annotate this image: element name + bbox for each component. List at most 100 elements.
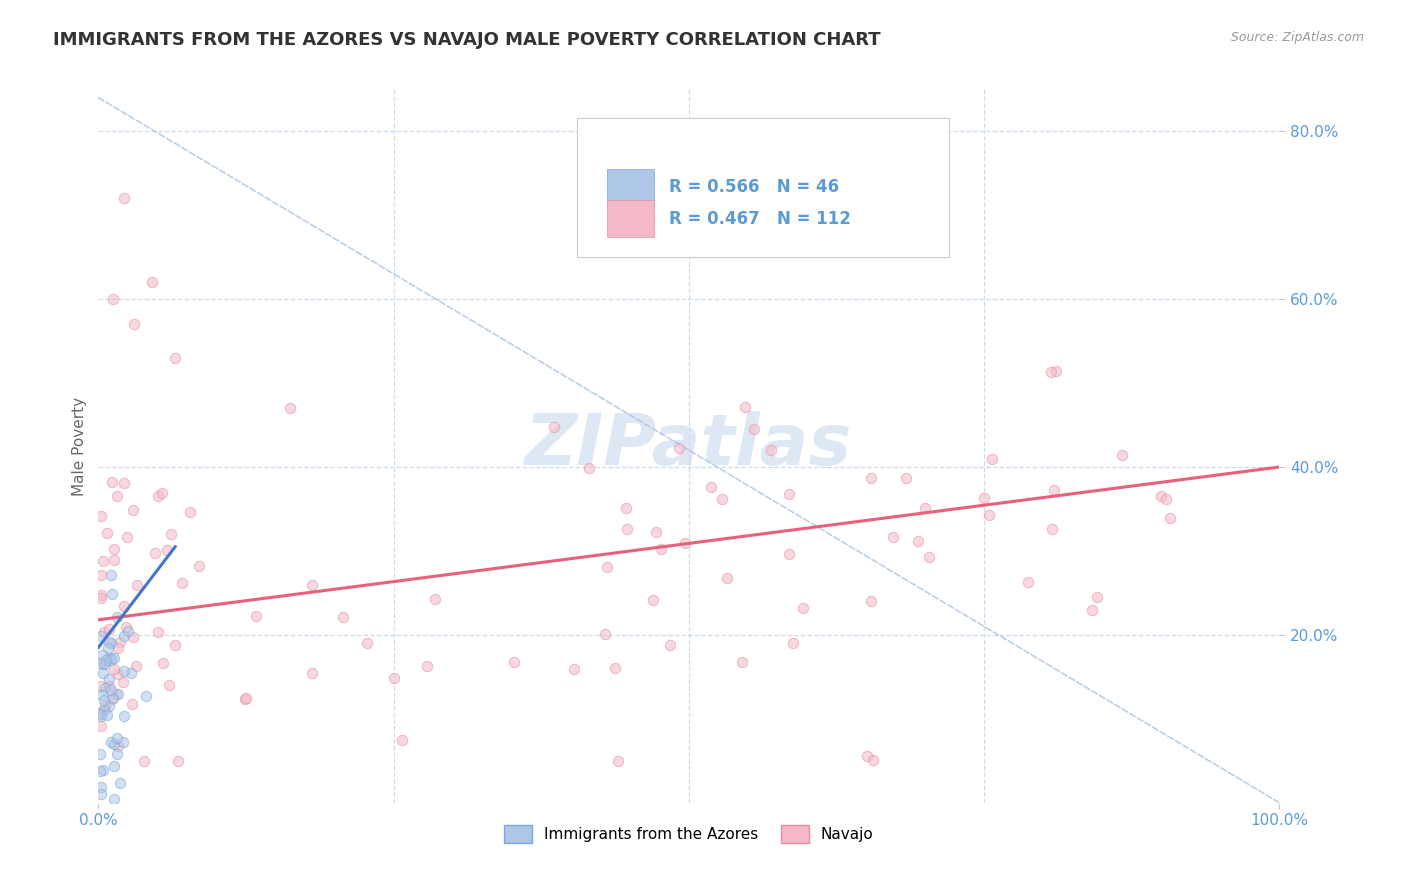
Point <box>122 502 145 516</box>
Point <box>860 471 883 485</box>
Point <box>157 678 180 692</box>
Point <box>97 623 120 637</box>
Point <box>148 489 170 503</box>
Point <box>179 505 201 519</box>
Point <box>105 610 128 624</box>
Point <box>115 620 138 634</box>
Point <box>778 487 800 501</box>
Point <box>503 655 526 669</box>
Point <box>160 527 183 541</box>
Point <box>96 708 118 723</box>
Point <box>1045 364 1067 378</box>
Point <box>710 491 733 506</box>
Y-axis label: Male Poverty: Male Poverty <box>72 396 87 496</box>
Point <box>103 553 125 567</box>
Point <box>91 763 114 777</box>
Point <box>166 754 188 768</box>
Point <box>97 640 120 655</box>
Point <box>90 787 112 801</box>
Point <box>90 709 112 723</box>
Point <box>855 749 877 764</box>
Point <box>112 709 135 723</box>
Point <box>101 690 124 705</box>
Point <box>100 682 122 697</box>
FancyBboxPatch shape <box>607 200 654 237</box>
Point <box>644 524 666 539</box>
Text: ZIPatlas: ZIPatlas <box>526 411 852 481</box>
Point <box>301 577 323 591</box>
Point <box>578 461 600 475</box>
Point <box>595 626 617 640</box>
Point <box>90 688 112 702</box>
Point <box>673 536 696 550</box>
Point <box>101 292 124 306</box>
Point <box>90 587 112 601</box>
Point <box>89 747 111 761</box>
Point <box>1043 483 1066 498</box>
Point <box>356 636 378 650</box>
Point <box>112 599 135 614</box>
Point <box>100 651 122 665</box>
Point <box>120 665 142 680</box>
Point <box>105 747 128 761</box>
Point <box>596 560 619 574</box>
Point <box>105 731 128 745</box>
Point <box>89 656 111 670</box>
Point <box>1111 448 1133 462</box>
Point <box>165 638 187 652</box>
Text: R = 0.467   N = 112: R = 0.467 N = 112 <box>669 210 851 227</box>
Text: IMMIGRANTS FROM THE AZORES VS NAVAJO MALE POVERTY CORRELATION CHART: IMMIGRANTS FROM THE AZORES VS NAVAJO MAL… <box>53 31 882 49</box>
Point <box>108 635 131 649</box>
Point <box>143 546 166 560</box>
Legend: Immigrants from the Azores, Navajo: Immigrants from the Azores, Navajo <box>498 819 880 848</box>
Point <box>98 673 121 687</box>
Point <box>1159 511 1181 525</box>
Point <box>981 452 1004 467</box>
Point <box>105 687 128 701</box>
Point <box>700 480 723 494</box>
Point <box>90 629 112 643</box>
Point <box>90 508 112 523</box>
Point <box>416 659 439 673</box>
Point <box>94 653 117 667</box>
Point <box>98 634 121 648</box>
Point <box>792 601 814 615</box>
Point <box>391 733 413 747</box>
Point <box>860 594 883 608</box>
Point <box>907 533 929 548</box>
Point <box>100 735 122 749</box>
Point <box>187 559 209 574</box>
Point <box>125 577 148 591</box>
Point <box>93 656 115 670</box>
Point <box>245 608 267 623</box>
FancyBboxPatch shape <box>576 118 949 257</box>
Point <box>165 351 187 365</box>
Point <box>98 679 121 693</box>
Point <box>112 629 135 643</box>
Point <box>115 530 138 544</box>
Point <box>101 587 124 601</box>
Point <box>742 422 765 436</box>
Point <box>103 651 125 665</box>
Point <box>235 691 257 706</box>
Point <box>616 500 638 515</box>
Point <box>121 697 143 711</box>
Point <box>107 687 129 701</box>
Point <box>94 699 117 714</box>
Point <box>1040 522 1063 536</box>
Point <box>103 542 125 557</box>
Point <box>107 640 129 655</box>
Point <box>93 703 115 717</box>
Point <box>543 420 565 434</box>
Point <box>1150 489 1173 503</box>
Point <box>117 624 139 639</box>
Point <box>94 681 117 695</box>
Point <box>103 791 125 805</box>
Point <box>101 475 124 489</box>
Point <box>1081 603 1104 617</box>
Point <box>90 591 112 605</box>
Point <box>235 691 257 706</box>
Point <box>93 554 115 568</box>
Point <box>973 491 995 505</box>
Point <box>93 665 115 680</box>
